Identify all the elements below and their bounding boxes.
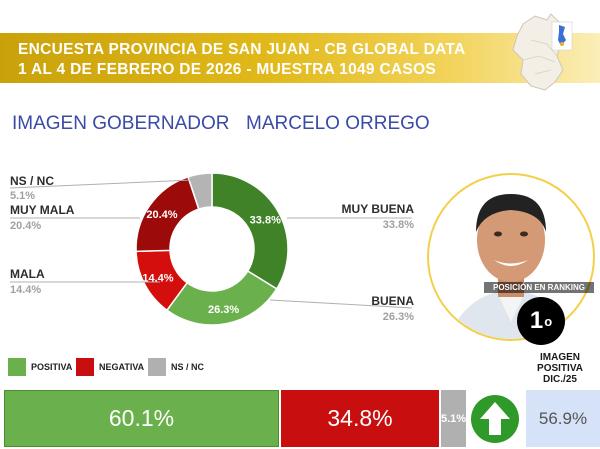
donut-slice-mala [135, 249, 189, 312]
label-buena: BUENA [371, 294, 414, 308]
header-banner: ENCUESTA PROVINCIA DE SAN JUAN - CB GLOB… [0, 33, 600, 83]
donut-value-label: 20.4% [146, 209, 177, 221]
previous-label-line3: DIC./25 [543, 374, 577, 385]
summary-value-nsnc: 5.1% [441, 412, 467, 425]
legend-swatch-nsnc [148, 358, 166, 376]
legend-swatch-negative [76, 358, 94, 376]
summary-bar-nsnc: 5.1% [441, 390, 466, 447]
value-nsnc: 5.1% [10, 190, 36, 202]
value-muy-mala: 20.4% [10, 220, 42, 232]
donut-slice-muy-mala [135, 175, 200, 253]
legend-label-negative: NEGATIVA [99, 362, 145, 372]
ranking-label: POSICIÓN EN RANKING [484, 282, 594, 293]
chart-title-part2: MARCELO ORREGO [246, 113, 430, 134]
label-mala: MALA [10, 267, 45, 281]
donut-slice-muy-buena [211, 172, 289, 290]
governor-photo [426, 172, 596, 342]
donut-value-label: 26.3% [208, 304, 239, 316]
donut-value-label: 14.4% [142, 272, 173, 284]
value-mala: 14.4% [10, 284, 42, 296]
previous-positive-label: IMAGEN POSITIVA DIC./25 [520, 352, 600, 385]
legend-label-positive: POSITIVA [31, 362, 73, 372]
previous-positive-value: 56.9% [526, 390, 600, 447]
donut-slice-ns-nc [187, 172, 213, 211]
ranking-suffix: o [544, 313, 553, 329]
value-buena: 26.3% [382, 311, 414, 323]
donut-slice-buena [165, 270, 278, 326]
header-title: ENCUESTA PROVINCIA DE SAN JUAN - CB GLOB… [18, 41, 466, 58]
legend-label-nsnc: NS / NC [171, 362, 205, 372]
header-subtitle: 1 AL 4 DE FEBRERO DE 2026 - MUESTRA 1049… [18, 61, 437, 78]
summary-bar-negative: 34.8% [281, 390, 439, 447]
label-muy-mala: MUY MALA [10, 203, 75, 217]
label-nsnc: NS / NC [10, 174, 55, 188]
previous-label-line1: IMAGEN [540, 352, 580, 363]
legend-swatch-positive [8, 358, 26, 376]
arrow-up-icon [470, 394, 520, 444]
summary-bar-positive: 60.1% [4, 390, 279, 447]
summary-value-positive: 60.1% [108, 405, 175, 431]
value-muy-buena: 33.8% [382, 219, 414, 231]
summary-value-negative: 34.8% [327, 405, 393, 431]
donut-value-label: 33.8% [250, 214, 281, 226]
chart-title-part1: IMAGEN GOBERNADOR [12, 113, 230, 134]
previous-label-line2: POSITIVA [537, 363, 583, 374]
previous-value-text: 56.9% [538, 408, 588, 428]
ranking-number: 1 [529, 307, 544, 334]
label-muy-buena: MUY BUENA [341, 202, 414, 216]
province-map-icon [495, 10, 590, 100]
